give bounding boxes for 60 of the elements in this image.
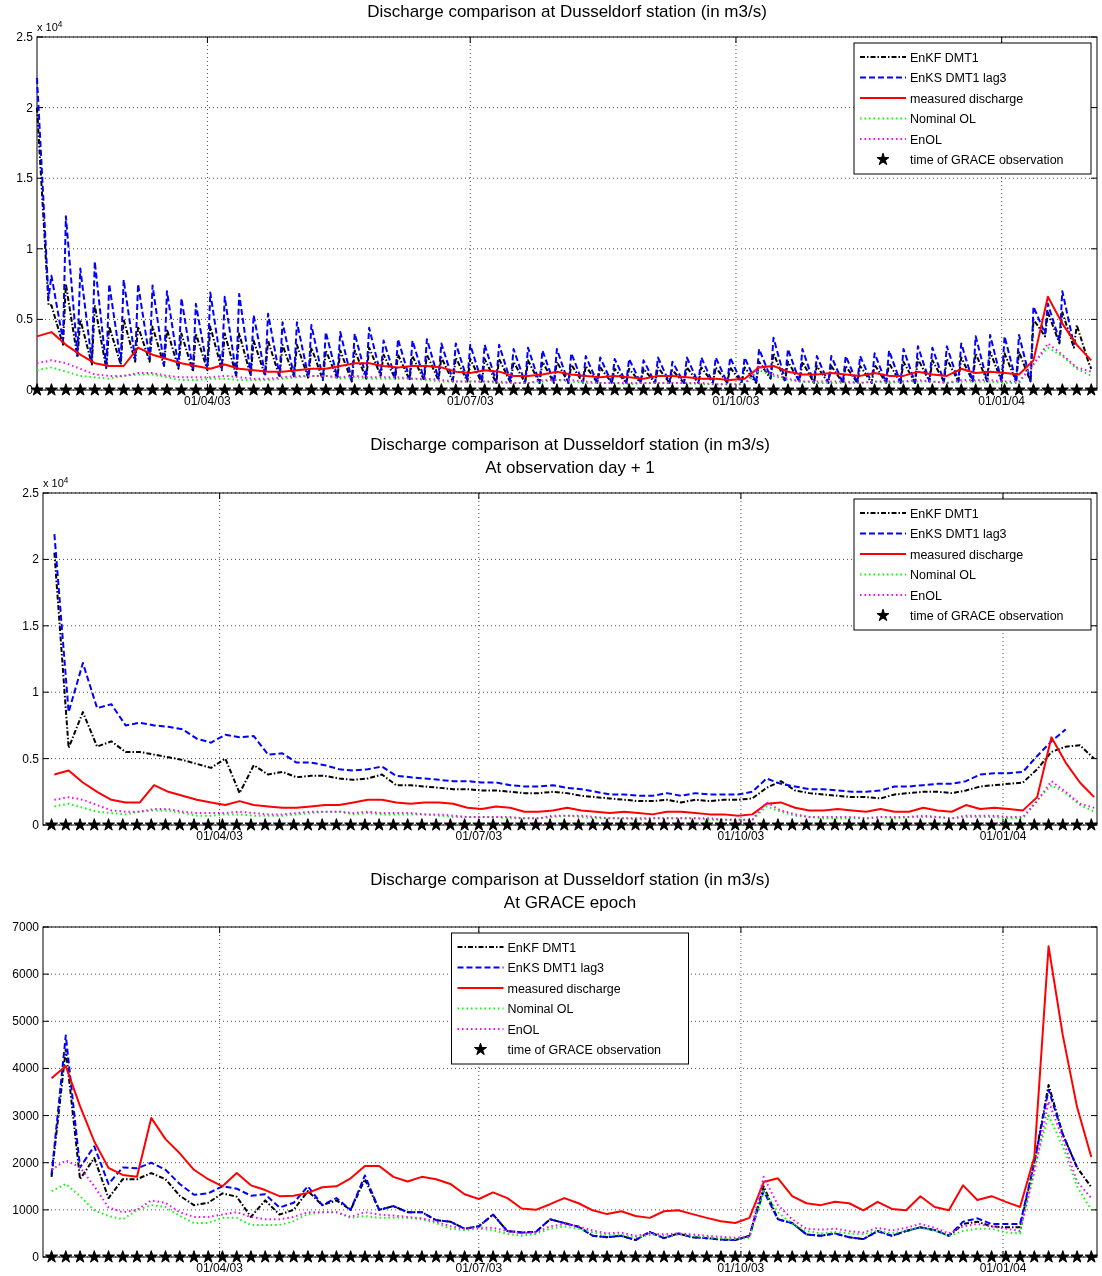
y-tick-label: 1.5 (22, 618, 40, 633)
y-tick-label: 0 (32, 818, 40, 832)
x-tick-label: 01/01/04 (979, 829, 1027, 843)
y-tick-label: 0.5 (22, 751, 40, 766)
x-tick-label: 01/07/03 (446, 394, 494, 408)
y-tick-label: 6000 (12, 967, 40, 982)
legend-label: EnKF DMT1 (910, 506, 979, 521)
x-tick-label: 01/10/03 (712, 394, 760, 408)
y-tick-label: 2000 (12, 1155, 40, 1170)
x-tick-label: 01/04/03 (196, 1261, 244, 1275)
y-tick-label: 0.5 (16, 312, 34, 327)
legend-label: EnOL (910, 588, 943, 603)
x-tick-label: 01/01/04 (979, 1261, 1027, 1275)
x-tick-label: 01/04/03 (184, 394, 232, 408)
y-tick-label: 1 (32, 685, 40, 700)
chart-title: Discharge comparison at Dusseldorf station (in m3/s) (370, 870, 770, 889)
legend-label: EnOL (507, 1022, 540, 1037)
legend-label: measured discharge (910, 547, 1024, 562)
chart-title: Discharge comparison at Dusseldorf station (in m3/s) (367, 2, 767, 21)
y-tick-label: 1.5 (16, 171, 34, 186)
y-tick-label: 5000 (12, 1014, 40, 1029)
text: x 10$^{4}$ (37, 19, 63, 33)
y-tick-label: 2 (26, 100, 34, 115)
y-tick-label: 0 (32, 1250, 40, 1264)
y-tick-label: 2.5 (22, 486, 40, 500)
line-series (36, 295, 1093, 382)
legend-label: EnKF DMT1 (910, 50, 979, 65)
y-tick-label: 2 (32, 552, 40, 567)
legend-label: time of GRACE observation (910, 153, 1064, 167)
legend-label: time of GRACE observation (507, 1043, 662, 1057)
line-series (50, 945, 1093, 1225)
legend-label: EnOL (910, 132, 943, 147)
legend-label: time of GRACE observation (910, 609, 1064, 623)
chart-subtitle: At GRACE epoch (503, 893, 637, 912)
line-series (53, 736, 1096, 817)
legend-label: EnKF DMT1 (507, 940, 577, 955)
chart-title: Discharge comparison at Dusseldorf station (in m3/s) (370, 435, 770, 454)
legend-label: EnKS DMT1 lag3 (910, 71, 1007, 85)
legend-label: Nominal OL (507, 1002, 574, 1016)
x-tick-label: 01/10/03 (717, 1261, 765, 1275)
y-tick-label: 2.5 (16, 30, 34, 44)
legend-label: Nominal OL (910, 568, 977, 582)
x-tick-label: 01/10/03 (717, 829, 765, 843)
legend-label: measured discharge (910, 91, 1024, 106)
text: x 10$^{4}$ (43, 475, 69, 489)
y-tick-label: 3000 (12, 1108, 40, 1123)
legend-label: measured discharge (507, 981, 621, 996)
y-tick-label: 7000 (12, 920, 40, 934)
x-tick-label: 01/01/04 (978, 394, 1026, 408)
y-tick-label: 1 (26, 241, 34, 256)
legend-label: EnKS DMT1 lag3 (910, 527, 1007, 541)
x-tick-label: 01/07/03 (455, 1261, 503, 1275)
x-tick-label: 01/07/03 (455, 829, 503, 843)
y-tick-label: 1000 (12, 1202, 40, 1217)
legend-label: EnKS DMT1 lag3 (507, 961, 605, 975)
chart-subtitle: At observation day + 1 (485, 458, 655, 477)
y-tick-label: 0 (26, 383, 34, 397)
legend-label: Nominal OL (910, 112, 977, 126)
x-tick-label: 01/04/03 (196, 829, 244, 843)
y-tick-label: 4000 (12, 1061, 40, 1076)
